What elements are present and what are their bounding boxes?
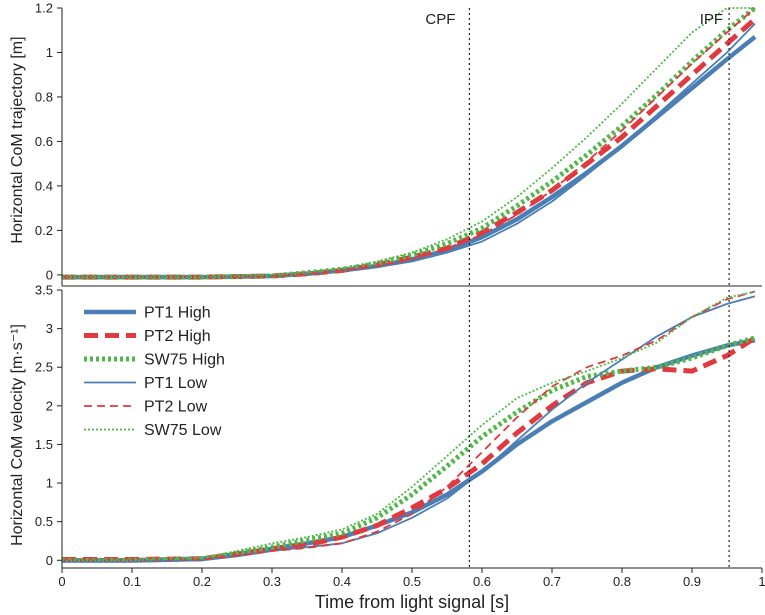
x-tick-label: 0.4 (333, 574, 351, 589)
x-tick-label: 0.5 (403, 574, 421, 589)
trajectory-y-axis-title: Horizontal CoM trajectory [m] (9, 36, 26, 243)
trajectory-series (62, 6, 757, 280)
velocity-series (62, 290, 757, 563)
trajectory-y-tick-label: 1.2 (35, 1, 53, 16)
x-tick-label: 0.9 (683, 574, 701, 589)
x-tick-label: 0.8 (613, 574, 631, 589)
x-tick-label: 0.3 (263, 574, 281, 589)
velocity-y-tick-label: 3.5 (35, 283, 53, 298)
velocity-series-pt2-low (62, 290, 756, 562)
trajectory-y-tick-label: 1 (46, 45, 53, 60)
x-axis-ticks: 0 0.1 0.2 0.3 0.4 0.5 0.6 0.7 0.8 0.9 1 (58, 568, 765, 589)
legend-label: PT1 Low (144, 375, 208, 392)
x-axis-title: Time from light signal [s] (315, 592, 509, 612)
ipf-label: IPF (700, 11, 723, 28)
velocity-y-tick-label: 1.5 (35, 437, 53, 452)
trajectory-series-pt2-low (62, 7, 756, 279)
legend-label: PT1 High (144, 305, 211, 322)
velocity-y-ticks: 0 0.5 1 1.5 2 2.5 3 3.5 (35, 283, 62, 568)
legend-label: SW75 Low (144, 422, 222, 439)
trajectory-event-lines (468, 8, 730, 286)
velocity-y-tick-label: 0 (46, 553, 53, 568)
legend-label: SW75 High (144, 352, 225, 369)
x-tick-label: 0.1 (123, 574, 141, 589)
velocity-y-tick-label: 2 (46, 398, 53, 413)
x-tick-label: 0.2 (193, 574, 211, 589)
trajectory-y-ticks: 0 0.2 0.4 0.6 0.8 1 1.2 (35, 1, 62, 282)
velocity-y-tick-label: 2.5 (35, 360, 53, 375)
trajectory-y-tick-label: 0.6 (35, 134, 53, 149)
velocity-series-sw75-low (62, 290, 756, 562)
velocity-y-tick-label: 3 (46, 321, 53, 336)
legend-label: PT2 Low (144, 399, 208, 416)
velocity-y-tick-label: 0.5 (35, 514, 53, 529)
trajectory-y-tick-label: 0.4 (35, 178, 53, 193)
trajectory-series-sw75-low (62, 7, 755, 279)
x-tick-label: 1 (758, 574, 765, 589)
x-tick-label: 0.6 (473, 574, 491, 589)
x-tick-label: 0.7 (543, 574, 561, 589)
trajectory-y-tick-label: 0.2 (35, 223, 53, 238)
velocity-event-lines (468, 290, 730, 568)
x-tick-label: 0 (58, 574, 65, 589)
cpf-label: CPF (425, 11, 455, 28)
velocity-y-axis-title: Horizontal CoM velocity [m·s⁻¹] (9, 324, 26, 546)
legend-label: PT2 High (144, 328, 211, 345)
trajectory-y-tick-label: 0 (46, 267, 53, 282)
legend: PT1 High PT2 High SW75 High PT1 Low PT2 Low S… (84, 305, 225, 439)
velocity-panel: 00.511.522.533.5 0 0.1 0.2 0.3 0.4 0.5 0.6 0.7 0… (9, 283, 765, 613)
trajectory-y-tick-label: 0.8 (35, 89, 53, 104)
velocity-y-tick-label: 1 (46, 476, 53, 491)
trajectory-panel: 0 0.2 0.4 0.6 0.8 1 1.2 Horizontal CoM traject… (9, 1, 757, 286)
velocity-series-sw75-high (62, 335, 756, 563)
